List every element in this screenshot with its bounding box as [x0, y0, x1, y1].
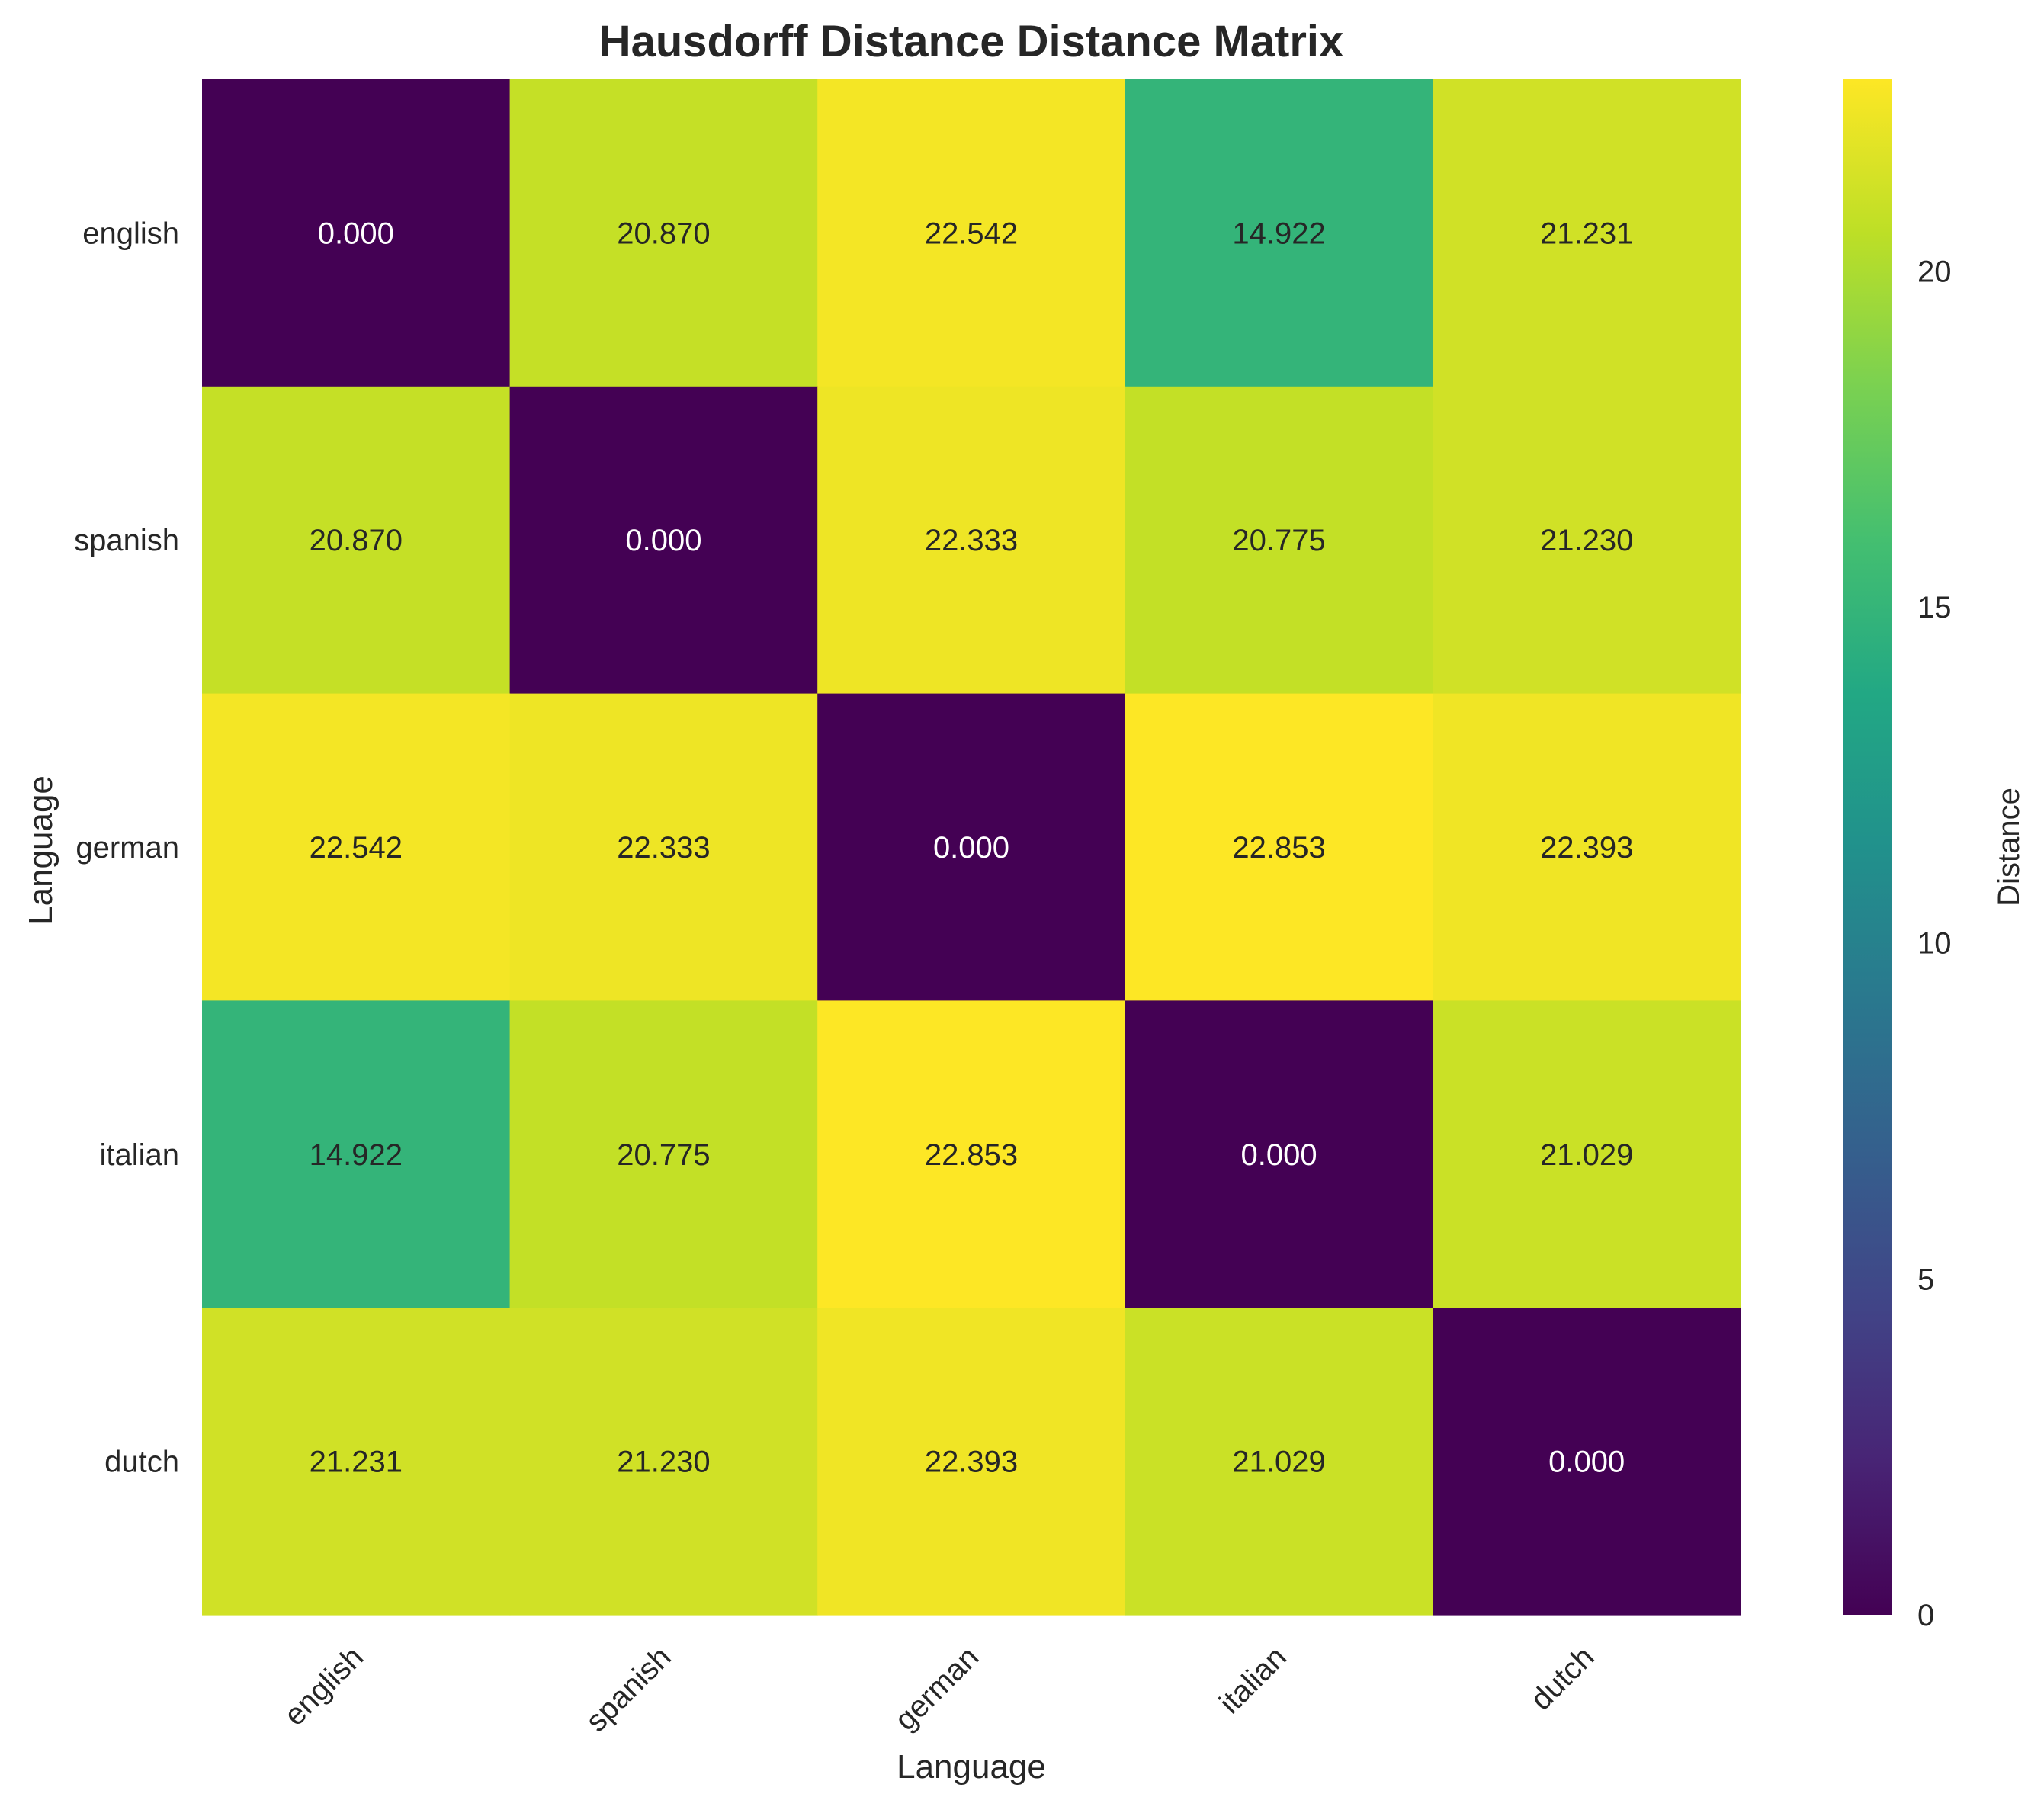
heatmap-cell-italian-german [817, 1000, 1126, 1308]
heatmap-cell-spanish-english [202, 386, 511, 695]
cell-value-label-english-spanish: 20.870 [617, 217, 710, 250]
x-tick-label-spanish: spanish [579, 1640, 678, 1738]
cell-value-label-english-german: 22.542 [925, 217, 1018, 250]
cell-value-label-italian-english: 14.922 [310, 1138, 403, 1172]
y-tick-label-english: english [82, 217, 179, 250]
heatmap-cells [202, 79, 1741, 1616]
cell-value-label-dutch-spanish: 21.230 [617, 1446, 710, 1479]
y-tick-label-dutch: dutch [104, 1446, 179, 1479]
heatmap-cell-german-english [202, 693, 511, 1001]
heatmap-cell-italian-italian [1125, 1000, 1433, 1308]
cell-value-label-spanish-dutch: 21.230 [1540, 524, 1633, 557]
colorbar-tick-label-15: 15 [1917, 591, 1952, 624]
x-axis-label: Language [897, 1748, 1046, 1786]
colorbar-tick-label-5: 5 [1917, 1263, 1934, 1296]
heatmap-cell-english-italian [1125, 79, 1433, 387]
colorbar-tick-label-0: 0 [1917, 1599, 1934, 1632]
cell-value-label-german-dutch: 22.393 [1540, 831, 1633, 865]
colorbar-label: Distance [1992, 788, 2026, 907]
y-tick-label-german: german [75, 831, 179, 865]
heatmap-cell-english-german [817, 79, 1126, 387]
colorbar-tick-label-10: 10 [1917, 927, 1952, 961]
heatmap-cell-english-english [202, 79, 511, 387]
x-axis-tick-labels: english spanish german italian dutch [278, 1640, 1600, 1738]
x-tick-label-english: english [278, 1640, 370, 1732]
heatmap-cell-dutch-spanish [509, 1308, 818, 1616]
heatmap-cell-english-spanish [509, 79, 818, 387]
colorbar-tick-labels: 0 5 10 15 20 [1917, 255, 1952, 1632]
cell-value-label-english-italian: 14.922 [1232, 217, 1325, 250]
x-tick-label-dutch: dutch [1524, 1640, 1600, 1716]
cell-value-label-german-italian: 22.853 [1232, 831, 1325, 865]
colorbar [1843, 79, 1892, 1615]
heatmap-cell-german-dutch [1433, 693, 1741, 1001]
heatmap-cell-italian-english [202, 1000, 511, 1308]
cell-value-label-german-german: 0.000 [933, 831, 1009, 865]
cell-value-label-italian-italian: 0.000 [1241, 1138, 1317, 1172]
heatmap-cell-spanish-spanish [509, 386, 818, 695]
cell-value-label-spanish-german: 22.333 [925, 524, 1018, 557]
y-axis-label: Language [22, 775, 59, 925]
heatmap-cell-german-italian [1125, 693, 1433, 1001]
chart-title: Hausdorff Distance Distance Matrix [599, 17, 1344, 66]
heatmap-cell-dutch-dutch [1433, 1308, 1741, 1616]
cell-value-label-spanish-italian: 20.775 [1232, 524, 1325, 557]
cell-value-label-spanish-spanish: 0.000 [625, 524, 701, 557]
cell-value-label-italian-spanish: 20.775 [617, 1138, 710, 1172]
heatmap-cell-spanish-german [817, 386, 1126, 695]
cell-value-label-italian-german: 22.853 [925, 1138, 1018, 1172]
heatmap-cell-dutch-italian [1125, 1308, 1433, 1616]
heatmap-cell-spanish-dutch [1433, 386, 1741, 695]
x-tick-label-german: german [888, 1640, 985, 1737]
heatmap-cell-english-dutch [1433, 79, 1741, 387]
cell-value-label-italian-dutch: 21.029 [1540, 1138, 1633, 1172]
cell-value-label-dutch-italian: 21.029 [1232, 1446, 1325, 1479]
cell-value-label-dutch-dutch: 0.000 [1548, 1446, 1625, 1479]
heatmap-cell-labels: 0.000 20.870 22.542 14.922 21.231 20.870 0.000… [310, 217, 1634, 1478]
cell-value-label-dutch-german: 22.393 [925, 1446, 1018, 1479]
x-tick-label-italian: italian [1213, 1640, 1293, 1720]
heatmap-cell-spanish-italian [1125, 386, 1433, 695]
y-tick-label-italian: italian [99, 1138, 179, 1172]
heatmap-cell-italian-dutch [1433, 1000, 1741, 1308]
colorbar-tick-label-20: 20 [1917, 255, 1952, 288]
cell-value-label-english-english: 0.000 [318, 217, 394, 250]
cell-value-label-spanish-english: 20.870 [310, 524, 403, 557]
heatmap-cell-italian-spanish [509, 1000, 818, 1308]
heatmap-cell-german-german [817, 693, 1126, 1001]
cell-value-label-german-spanish: 22.333 [617, 831, 710, 865]
heatmap-cell-dutch-german [817, 1308, 1126, 1616]
cell-value-label-english-dutch: 21.231 [1540, 217, 1633, 250]
cell-value-label-german-english: 22.542 [310, 831, 403, 865]
heatmap-cell-dutch-english [202, 1308, 511, 1616]
y-tick-label-spanish: spanish [74, 524, 179, 557]
cell-value-label-dutch-english: 21.231 [310, 1446, 403, 1479]
y-axis-tick-labels: english spanish german italian dutch [74, 217, 179, 1478]
heatmap-cell-german-spanish [509, 693, 818, 1001]
